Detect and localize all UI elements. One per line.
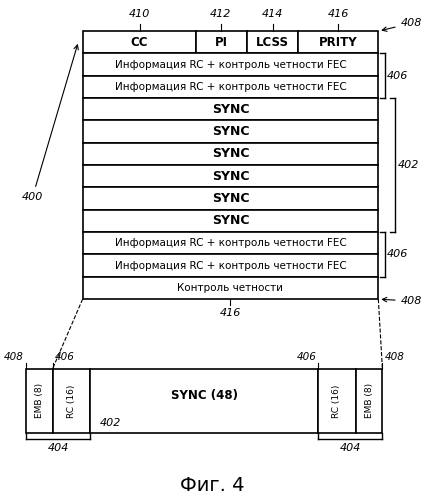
Text: SYNC: SYNC — [212, 103, 249, 116]
Text: 404: 404 — [47, 443, 69, 453]
Text: 416: 416 — [328, 9, 349, 19]
Text: Информация RC + контроль четности FEC: Информация RC + контроль четности FEC — [115, 260, 346, 270]
Text: 408: 408 — [382, 18, 422, 31]
Text: 400: 400 — [22, 45, 78, 202]
Text: CC: CC — [131, 36, 148, 49]
Bar — [247, 31, 299, 53]
Text: EMB (8): EMB (8) — [365, 383, 374, 418]
Text: SYNC: SYNC — [212, 170, 249, 183]
Text: Контроль четности: Контроль четности — [178, 283, 283, 293]
Text: 414: 414 — [262, 9, 283, 19]
Bar — [83, 188, 378, 210]
Text: 404: 404 — [340, 443, 361, 453]
Bar — [196, 31, 247, 53]
Text: 410: 410 — [129, 9, 150, 19]
Text: RC (16): RC (16) — [332, 384, 341, 418]
Text: 406: 406 — [387, 71, 409, 81]
Bar — [83, 254, 378, 277]
Text: 406: 406 — [296, 352, 316, 362]
Text: 406: 406 — [387, 250, 409, 259]
Bar — [83, 277, 378, 299]
Text: 402: 402 — [100, 418, 121, 428]
Text: SYNC: SYNC — [212, 148, 249, 161]
Bar — [83, 120, 378, 143]
Text: RC (16): RC (16) — [67, 384, 76, 418]
Bar — [83, 76, 378, 98]
Bar — [83, 165, 378, 188]
Bar — [83, 53, 378, 76]
Bar — [83, 210, 378, 232]
Text: 406: 406 — [55, 352, 75, 362]
Text: EMB (8): EMB (8) — [35, 383, 44, 418]
Bar — [83, 98, 378, 120]
Text: SYNC: SYNC — [212, 215, 249, 228]
Text: 408: 408 — [384, 352, 404, 362]
Bar — [318, 369, 356, 433]
Text: 408: 408 — [383, 296, 422, 306]
Text: 408: 408 — [4, 352, 24, 362]
Text: PI: PI — [215, 36, 228, 49]
Text: SYNC: SYNC — [212, 125, 249, 138]
Bar — [356, 369, 383, 433]
Text: 402: 402 — [397, 160, 419, 170]
Text: 412: 412 — [210, 9, 232, 19]
Text: SYNC (48): SYNC (48) — [171, 389, 238, 402]
Bar — [53, 369, 90, 433]
Bar — [26, 369, 53, 433]
Text: PRITY: PRITY — [319, 36, 358, 49]
Bar — [83, 31, 196, 53]
Bar — [90, 369, 318, 433]
Text: Информация RC + контроль четности FEC: Информация RC + контроль четности FEC — [115, 239, 346, 249]
Bar — [83, 143, 378, 165]
Text: Информация RC + контроль четности FEC: Информация RC + контроль четности FEC — [115, 60, 346, 70]
Text: Фиг. 4: Фиг. 4 — [180, 476, 245, 495]
Bar — [83, 232, 378, 254]
Text: 416: 416 — [220, 308, 241, 318]
Text: SYNC: SYNC — [212, 192, 249, 205]
Text: Информация RC + контроль четности FEC: Информация RC + контроль четности FEC — [115, 82, 346, 92]
Text: LCSS: LCSS — [256, 36, 289, 49]
Bar — [299, 31, 378, 53]
